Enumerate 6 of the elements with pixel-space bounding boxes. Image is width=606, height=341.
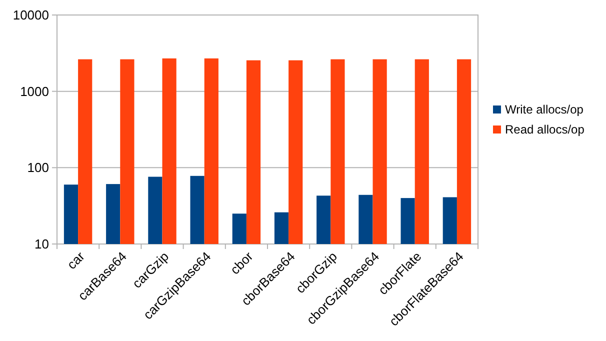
y-tick-label: 1000 bbox=[20, 84, 49, 99]
legend-label: Read allocs/op bbox=[505, 122, 585, 137]
y-tick-label: 10 bbox=[34, 236, 49, 252]
y-tick-label: 10000 bbox=[12, 8, 49, 23]
legend-label: Write allocs/op bbox=[505, 102, 584, 117]
y-tick-label: 100 bbox=[27, 160, 49, 176]
